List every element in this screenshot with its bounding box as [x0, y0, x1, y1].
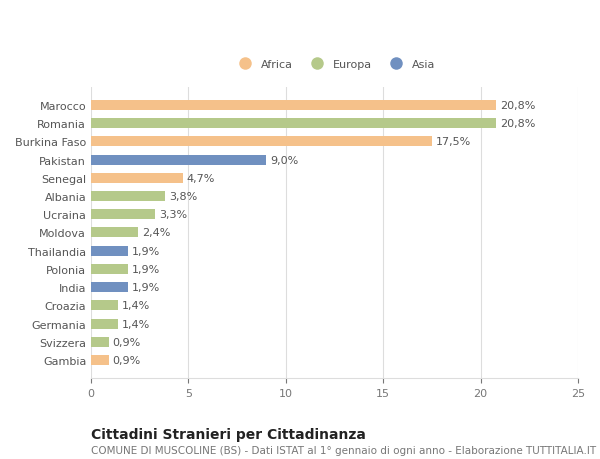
- Bar: [91, 137, 432, 147]
- Bar: [91, 282, 128, 292]
- Bar: [91, 355, 109, 365]
- Bar: [91, 191, 165, 202]
- Text: 3,3%: 3,3%: [159, 210, 187, 220]
- Legend: Africa, Europa, Asia: Africa, Europa, Asia: [229, 55, 440, 74]
- Text: 1,4%: 1,4%: [122, 301, 151, 311]
- Text: Cittadini Stranieri per Cittadinanza: Cittadini Stranieri per Cittadinanza: [91, 427, 366, 441]
- Bar: [91, 210, 155, 220]
- Text: 1,4%: 1,4%: [122, 319, 151, 329]
- Text: 20,8%: 20,8%: [500, 119, 535, 129]
- Bar: [91, 155, 266, 165]
- Bar: [91, 246, 128, 256]
- Text: 0,9%: 0,9%: [113, 337, 141, 347]
- Text: 1,9%: 1,9%: [132, 264, 160, 274]
- Text: 4,7%: 4,7%: [187, 174, 215, 184]
- Bar: [91, 119, 496, 129]
- Bar: [91, 337, 109, 347]
- Text: 2,4%: 2,4%: [142, 228, 170, 238]
- Bar: [91, 228, 138, 238]
- Text: 0,9%: 0,9%: [113, 355, 141, 365]
- Text: 20,8%: 20,8%: [500, 101, 535, 111]
- Bar: [91, 264, 128, 274]
- Text: 17,5%: 17,5%: [436, 137, 471, 147]
- Text: 9,0%: 9,0%: [270, 155, 299, 165]
- Bar: [91, 301, 118, 311]
- Text: 1,9%: 1,9%: [132, 283, 160, 292]
- Text: COMUNE DI MUSCOLINE (BS) - Dati ISTAT al 1° gennaio di ogni anno - Elaborazione : COMUNE DI MUSCOLINE (BS) - Dati ISTAT al…: [91, 445, 596, 455]
- Bar: [91, 174, 182, 184]
- Text: 1,9%: 1,9%: [132, 246, 160, 256]
- Bar: [91, 319, 118, 329]
- Bar: [91, 101, 496, 111]
- Text: 3,8%: 3,8%: [169, 191, 197, 202]
